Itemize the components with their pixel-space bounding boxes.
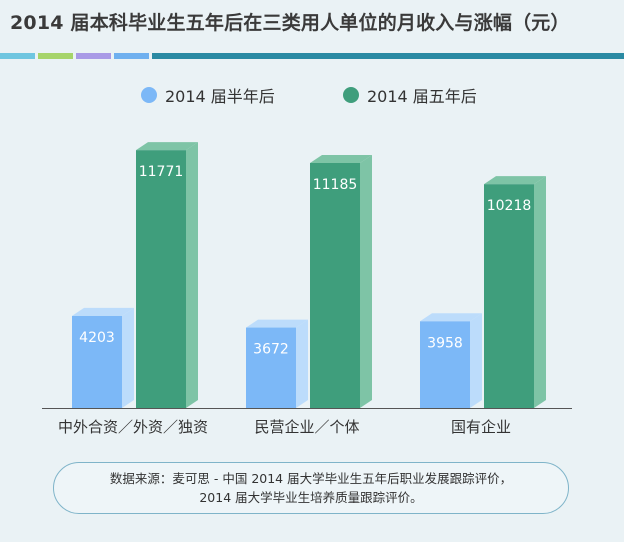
chart-title: 2014 届本科毕业生五年后在三类用人单位的月收入与涨幅（元） (10, 12, 570, 34)
bar-half-year-0: 4203 (72, 307, 134, 408)
bar-front (310, 162, 360, 408)
bar-top (136, 142, 198, 151)
bar-five-year-0: 11771 (136, 142, 198, 408)
legend-item-half-year: 2014 届半年后 (141, 84, 275, 106)
data-label: 10218 (487, 198, 532, 214)
accent-segment-teal (152, 53, 624, 59)
accent-segment-purple (76, 53, 111, 59)
bar-top (72, 307, 134, 316)
data-label: 11185 (313, 177, 358, 193)
bar-chart: 4203 11771 中外合资／外资／独资 3672 11185 民营企业／个体 3958 1… (42, 142, 572, 436)
bar-front (246, 327, 296, 408)
bar-half-year-2: 3958 (420, 313, 482, 408)
chart-legend: 2014 届半年后 2014 届五年后 (0, 84, 624, 106)
accent-segment-cyan (0, 53, 35, 59)
bar-top (310, 154, 372, 163)
bar-front (136, 150, 186, 408)
source-line-1: 数据来源：麦可思 - 中国 2014 届大学毕业生五年后职业发展跟踪评价， (109, 471, 513, 486)
bar-top (420, 313, 482, 322)
source-line-2: 2014 届大学毕业生培养质量跟踪评价。 (199, 490, 423, 505)
bar-front (72, 315, 122, 408)
category-label: 中外合资／外资／独资 (58, 418, 208, 436)
bar-half-year-1: 3672 (246, 319, 308, 408)
bar-five-year-2: 10218 (484, 176, 546, 408)
legend-dot-five-year (343, 87, 359, 103)
data-label: 11771 (139, 164, 184, 180)
bar-side (360, 154, 372, 408)
bar-side (122, 307, 134, 408)
data-label: 3672 (253, 342, 289, 358)
category-label: 国有企业 (451, 418, 511, 436)
legend-dot-half-year (141, 87, 157, 103)
data-label: 4203 (79, 330, 115, 346)
bar-side (186, 142, 198, 408)
bar-top (484, 176, 546, 185)
title-accent-bar (0, 53, 624, 59)
bar-front (420, 321, 470, 408)
bar-front (484, 184, 534, 408)
source-note: 数据来源：麦可思 - 中国 2014 届大学毕业生五年后职业发展跟踪评价， 20… (53, 462, 569, 514)
legend-item-five-year: 2014 届五年后 (343, 84, 477, 106)
legend-label-five-year: 2014 届五年后 (367, 87, 477, 106)
category-label: 民营企业／个体 (254, 418, 359, 436)
bar-top (246, 319, 308, 328)
bar-side (296, 319, 308, 408)
bar-five-year-1: 11185 (310, 154, 372, 408)
data-label: 3958 (427, 335, 463, 351)
accent-segment-green (38, 53, 73, 59)
bar-side (470, 313, 482, 408)
accent-segment-blue (114, 53, 149, 59)
bar-side (534, 176, 546, 408)
legend-label-half-year: 2014 届半年后 (165, 87, 275, 106)
